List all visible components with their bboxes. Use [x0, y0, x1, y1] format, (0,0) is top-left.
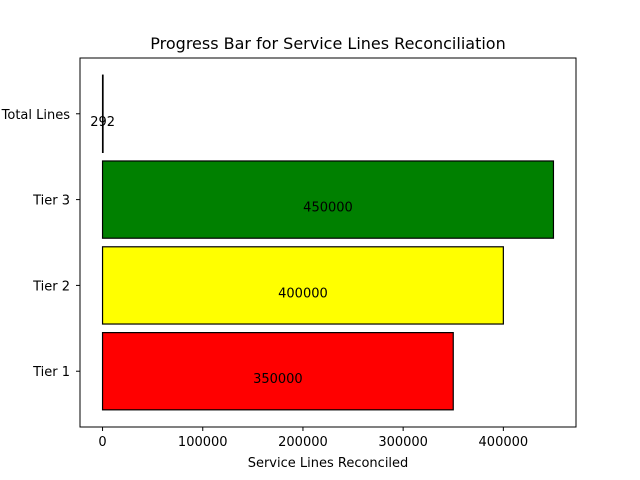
bar-tier-3: [101, 160, 555, 239]
y-tick-label: Tier 3: [32, 194, 70, 209]
data-label-total-lines: 292: [90, 115, 115, 130]
data-label-tier-3: 450000: [303, 201, 353, 216]
data-label-tier-2: 400000: [278, 286, 328, 301]
y-tick-label: Tier 2: [32, 279, 70, 294]
y-axis: Tier 1 Tier 2 Tier 3 Total Lines: [1, 108, 80, 380]
chart-title: Progress Bar for Service Lines Reconcili…: [150, 34, 505, 53]
x-axis-label: Service Lines Reconciled: [248, 456, 409, 471]
y-tick-label: Total Lines: [1, 108, 71, 123]
data-labels-layer: 350000 400000 450000 292: [90, 115, 353, 387]
x-tick-label: 0: [98, 435, 106, 450]
bar-tier-2: [101, 246, 504, 325]
x-tick-label: 100000: [178, 435, 228, 450]
data-label-tier-1: 350000: [253, 372, 303, 387]
bar-tier-1: [101, 332, 454, 411]
y-tick-label: Tier 1: [32, 365, 70, 380]
x-tick-label: 200000: [278, 435, 328, 450]
x-axis: 0 100000 200000 300000 400000: [98, 427, 528, 450]
plot-frame: [79, 57, 577, 428]
bar-total-lines: [101, 74, 104, 153]
bars-layer: [101, 74, 555, 411]
x-tick-label: 400000: [479, 435, 529, 450]
x-tick-label: 300000: [378, 435, 428, 450]
